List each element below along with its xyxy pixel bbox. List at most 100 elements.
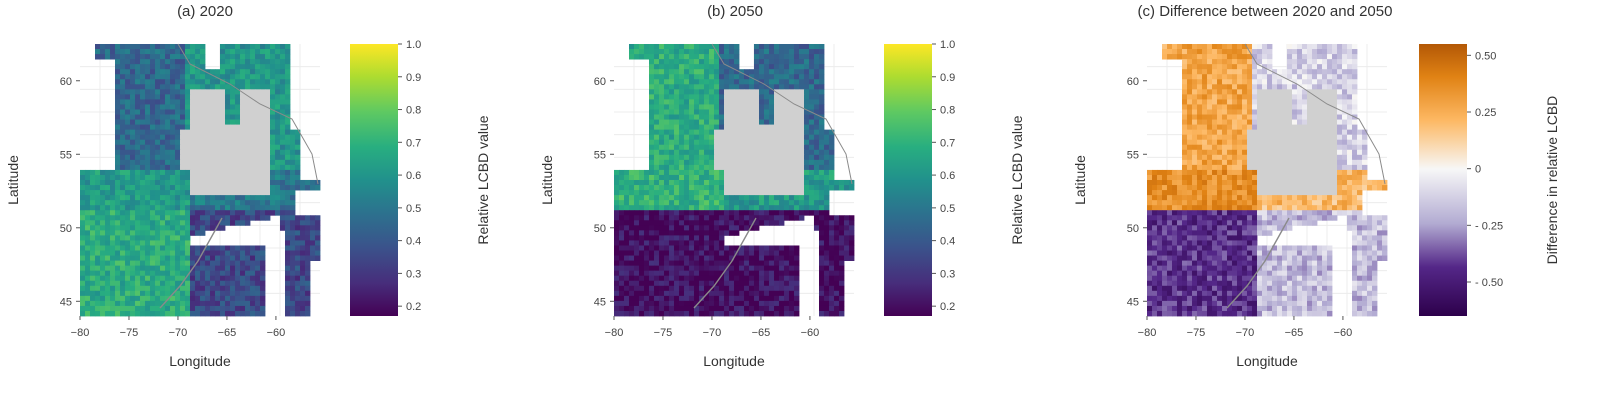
map-cell [1352,44,1358,50]
map-cell [265,59,271,65]
map-cell [669,74,675,80]
map-cell [80,230,86,236]
map-cell [689,44,695,50]
map-cell [290,149,296,156]
map-cell [210,300,216,307]
map-cell [280,164,286,171]
map-cell [769,260,775,267]
map-cell [140,64,146,70]
map-cell [155,99,161,105]
map-cell [729,195,735,201]
map-cell [749,104,755,110]
map-cell [764,265,770,272]
map-cell [684,180,690,186]
map-cell [1192,84,1198,90]
map-cell [275,64,281,70]
map-cell [105,310,111,317]
map-cell [1192,69,1198,75]
map-cell [1352,124,1358,131]
map-cell [784,185,790,191]
map-cell [150,205,156,211]
map-cell [90,265,96,272]
map-cell [694,280,700,287]
map-cell [1302,99,1308,105]
map-cell [759,290,765,297]
map-cell [664,54,670,60]
map-cell [170,270,176,277]
map-cell [764,149,770,156]
map-cell [205,109,211,115]
map-cell [165,99,171,105]
map-cell [724,164,730,171]
map-cell [759,104,765,110]
map-cell [240,79,246,85]
map-cell [684,305,690,312]
map-cell [100,210,106,216]
map-cell [764,250,770,256]
map-cell [624,174,630,181]
map-cell [824,305,830,312]
map-cell [260,114,266,120]
map-cell [1287,79,1293,85]
map-cell [619,300,625,307]
map-cell [654,119,660,125]
map-cell [794,250,800,256]
map-cell [80,235,86,241]
map-cell [145,139,151,146]
map-cell [734,310,740,317]
map-cell [714,99,720,105]
map-cell [1182,54,1188,60]
map-cell [80,205,86,211]
map-cell [714,114,720,120]
map-cell [295,270,301,277]
map-cell [275,44,281,50]
map-cell [814,180,820,186]
map-cell [704,169,710,176]
map-cell [754,79,760,85]
map-cell [1252,69,1258,75]
map-cell [1317,114,1323,120]
map-cell [145,74,151,80]
map-cell [315,240,321,246]
map-cell [1197,44,1203,50]
map-cell [1307,124,1313,131]
map-cell [694,195,700,201]
map-cell [290,200,296,206]
map-cell [709,265,715,272]
map-cell [674,240,680,246]
map-cell [1327,119,1333,125]
map-cell [85,174,91,181]
map-cell [190,275,196,282]
map-cell [1312,129,1318,136]
map-cell [774,255,780,261]
map-cell [235,185,241,191]
map-cell [155,230,161,236]
map-cell [739,144,745,151]
map-cell [734,200,740,206]
map-cell [210,144,216,151]
map-cell [724,79,730,85]
map-cell [774,149,780,156]
map-cell [714,69,720,75]
map-cell [829,280,835,287]
map-cell [180,295,186,302]
map-cell [799,44,805,50]
map-cell [649,64,655,70]
map-cell [704,134,710,141]
map-cell [170,144,176,151]
map-cell [255,250,261,256]
map-cell [300,310,306,317]
map-cell [674,215,680,221]
map-cell [834,300,840,307]
map-cell [120,260,126,267]
map-cell [145,280,151,287]
map-cell [619,174,625,181]
map-cell [659,205,665,211]
map-cell [165,240,171,246]
map-cell [1257,74,1263,80]
map-cell [1332,124,1338,131]
map-cell [1307,74,1313,80]
map-cell [794,64,800,70]
map-cell [1327,49,1333,55]
